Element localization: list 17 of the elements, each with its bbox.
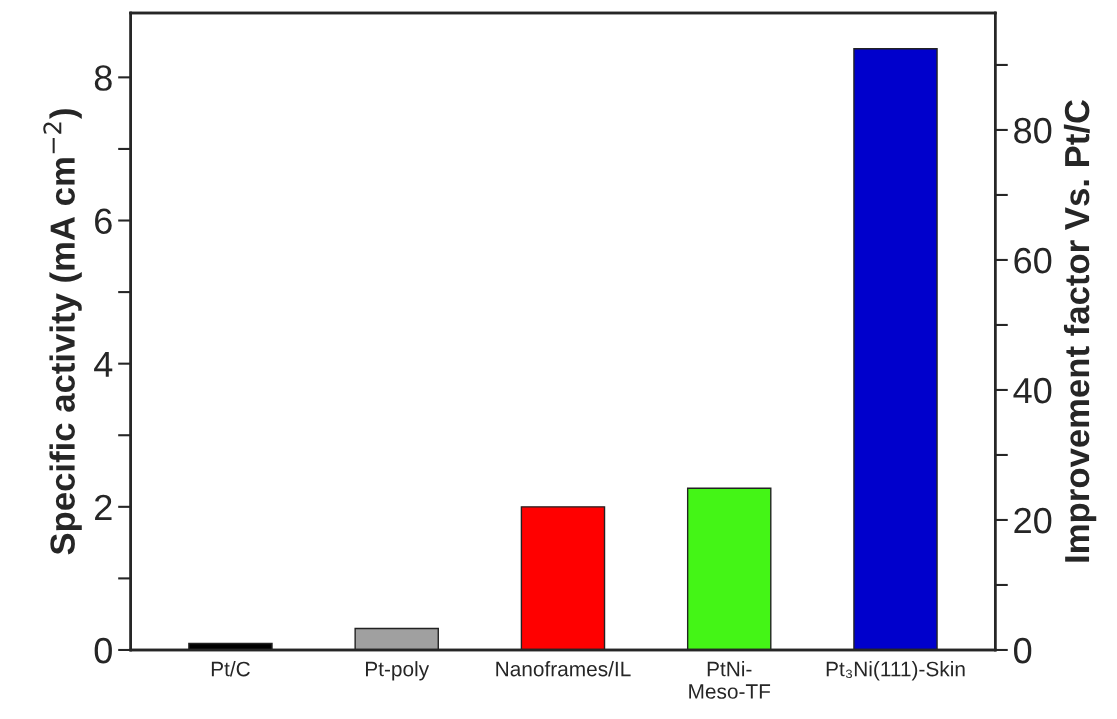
y2-tick-label: 80	[1014, 117, 1052, 144]
x-tick-label: Pt₃Ni(111)-Skin	[826, 661, 965, 681]
y-tick-label: 8	[94, 65, 112, 91]
y2-tick-label: 20	[1014, 507, 1052, 534]
y2-tick-label: 0	[1014, 637, 1032, 664]
x-tick-label: Pt-poly	[366, 661, 430, 681]
x-tick-label: Nanoframes/IL	[496, 661, 631, 677]
y2-tick-label: 40	[1013, 377, 1052, 404]
y2-axis-title: Improvement factor Vs. Pt/C	[1063, 99, 1097, 562]
y-tick-label: 4	[94, 351, 113, 377]
y-tick-label: 2	[95, 494, 112, 520]
y-axis-title: Specific activity (mA cm$^{−2}$)	[43, 109, 82, 555]
y2-tick-label: 60	[1014, 247, 1052, 274]
x-tick-label: PtNi- Meso-TF	[689, 661, 771, 699]
y-tick-label: 0	[94, 637, 112, 664]
x-tick-label: Pt/C	[211, 661, 250, 677]
y-tick-label: 6	[95, 208, 112, 234]
